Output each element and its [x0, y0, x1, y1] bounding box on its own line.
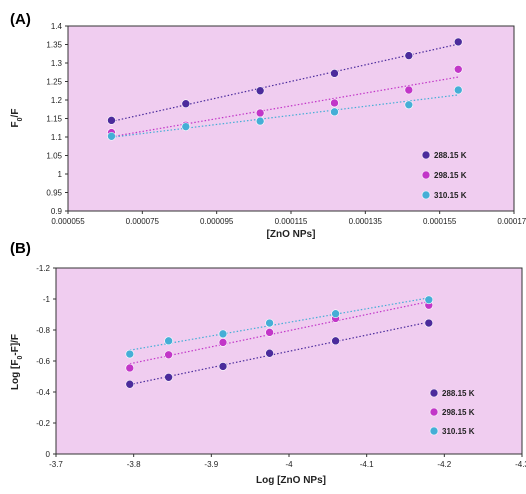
- legend-label: 310.15 K: [442, 427, 475, 436]
- y-tick-label: -1.2: [36, 264, 50, 273]
- x-tick-label: -4.2: [437, 460, 451, 469]
- legend-marker: [421, 150, 431, 160]
- x-tick-label: 0.000175: [497, 217, 526, 226]
- x-tick-label: -4: [285, 460, 293, 469]
- data-point-series-2: [265, 318, 274, 328]
- data-point-series-0: [404, 51, 414, 60]
- data-point-series-1: [125, 363, 135, 373]
- legend-marker: [429, 388, 439, 398]
- data-point-series-2: [255, 116, 265, 126]
- plot-b-content: 0 -0.2 -0.4 -0.6 -0.8 -1 -1.2 -3.7 -3.8 -3.9 -4 -4.…: [36, 264, 526, 469]
- y-tick-label: -0.2: [36, 419, 50, 428]
- x-tick-label: 0.000075: [126, 217, 160, 226]
- data-point-series-2: [331, 309, 340, 319]
- y-tick-label: -0.8: [36, 326, 50, 335]
- y-tick-label: 1: [58, 170, 63, 179]
- data-point-series-0: [125, 379, 135, 389]
- legend-label: 298.15 K: [434, 171, 467, 180]
- data-point-series-2: [107, 131, 116, 141]
- y-tick-label: 1.25: [46, 78, 62, 87]
- y-tick-label: -0.6: [36, 357, 50, 366]
- panel-label-b: (B): [10, 240, 31, 257]
- legend-marker: [421, 170, 431, 180]
- plot-a-content: 0.9 0.95 1 1.05 1.1 1.15 1.2 1.25 1.3 1.35 1.4 0.00…: [46, 22, 526, 226]
- x-tick-label: -3.9: [204, 460, 218, 469]
- x-tick-label: 0.000155: [423, 217, 457, 226]
- data-point-series-2: [125, 349, 135, 359]
- data-point-series-1: [218, 338, 228, 347]
- y-axis-title-b: Log [F0-F]/F: [10, 334, 24, 390]
- legend-label: 310.15 K: [434, 191, 467, 200]
- y-tick-label: -1: [43, 295, 51, 304]
- data-point-series-2: [181, 122, 191, 131]
- legend-marker: [429, 407, 439, 417]
- data-point-series-0: [424, 318, 434, 328]
- chart-panel-b: (B) 0 -0.2 -0.4 -0.6 -0.8 -1 -1.2 -3.7 -3.8 -3.9 -…: [10, 240, 526, 486]
- x-tick-label: -3.7: [49, 460, 63, 469]
- data-point-series-0: [181, 99, 191, 108]
- trendline-series-2: [129, 297, 429, 351]
- x-tick-label: 0.000055: [51, 217, 85, 226]
- y-tick-label: 1.35: [46, 41, 62, 50]
- data-point-series-0: [255, 86, 265, 96]
- data-point-series-2: [164, 336, 173, 346]
- y-tick-label: 1.2: [51, 96, 63, 105]
- x-tick-label: -4.1: [360, 460, 374, 469]
- plot-background: [67, 25, 515, 212]
- y-tick-label: 1.15: [46, 115, 62, 124]
- y-tick-label: 1.1: [51, 133, 63, 142]
- y-tick-label: -0.4: [36, 388, 50, 397]
- x-axis-title-b: Log [ZnO NPs]: [256, 475, 326, 486]
- data-point-series-1: [265, 328, 274, 337]
- legend-marker: [429, 426, 439, 436]
- legend-marker: [421, 190, 431, 200]
- data-point-series-1: [164, 350, 173, 360]
- data-point-series-2: [404, 100, 414, 110]
- panel-label-a: (A): [10, 11, 31, 28]
- x-tick-label: -4.3: [515, 460, 526, 469]
- chart-panel-a: (A) 0.9 0.95 1 1.05 1.1 1.15 1.2 1.25 1.3 1.35 1.4…: [10, 11, 526, 240]
- data-point-series-1: [404, 85, 414, 95]
- y-tick-label: 1.4: [51, 22, 63, 31]
- data-point-series-0: [330, 69, 339, 78]
- data-point-series-1: [330, 98, 339, 108]
- x-tick-label: 0.000135: [349, 217, 383, 226]
- data-point-series-1: [453, 64, 463, 74]
- data-point-series-2: [218, 329, 228, 339]
- data-point-series-2: [453, 85, 463, 95]
- data-point-series-1: [255, 108, 265, 118]
- trendline-series-2: [111, 94, 459, 138]
- legend-label: 298.15 K: [442, 408, 475, 417]
- x-tick-label: -3.8: [127, 460, 141, 469]
- data-point-series-2: [424, 295, 434, 305]
- data-point-series-0: [107, 116, 116, 125]
- legend-label: 288.15 K: [434, 151, 467, 160]
- legend-label: 288.15 K: [442, 389, 475, 398]
- data-point-series-0: [453, 37, 463, 47]
- data-point-series-2: [330, 107, 339, 117]
- y-tick-label: 1.05: [46, 152, 62, 161]
- y-axis-title-a: F0/F: [10, 109, 24, 128]
- data-point-series-0: [331, 336, 340, 346]
- y-tick-label: 0.95: [46, 189, 62, 198]
- y-tick-label: 0.9: [51, 207, 63, 216]
- x-tick-label: 0.000095: [200, 217, 234, 226]
- data-point-series-0: [164, 372, 173, 382]
- data-point-series-0: [265, 348, 274, 358]
- x-tick-label: 0.000115: [275, 217, 308, 226]
- y-tick-label: 0: [46, 450, 51, 459]
- trendline-series-1: [111, 76, 459, 138]
- y-tick-label: 1.3: [51, 59, 63, 68]
- x-axis-title-a: [ZnO NPs]: [267, 229, 316, 240]
- data-point-series-0: [218, 362, 228, 371]
